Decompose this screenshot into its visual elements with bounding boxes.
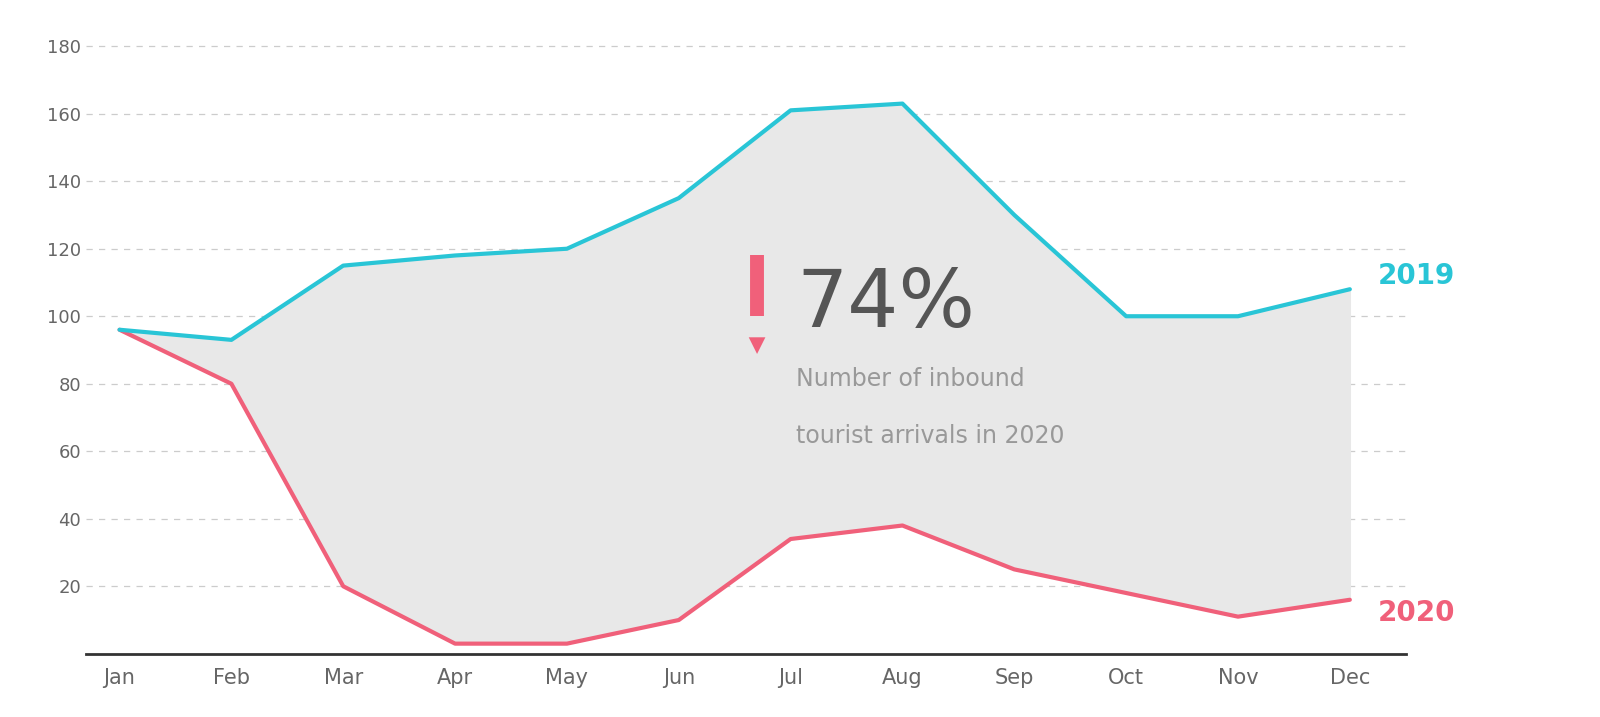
Text: 2019: 2019 [1378, 262, 1454, 290]
Text: tourist arrivals in 2020: tourist arrivals in 2020 [797, 424, 1064, 448]
Text: 74%: 74% [797, 265, 976, 343]
Text: 2020: 2020 [1378, 599, 1456, 627]
Text: Number of inbound: Number of inbound [797, 367, 1026, 391]
